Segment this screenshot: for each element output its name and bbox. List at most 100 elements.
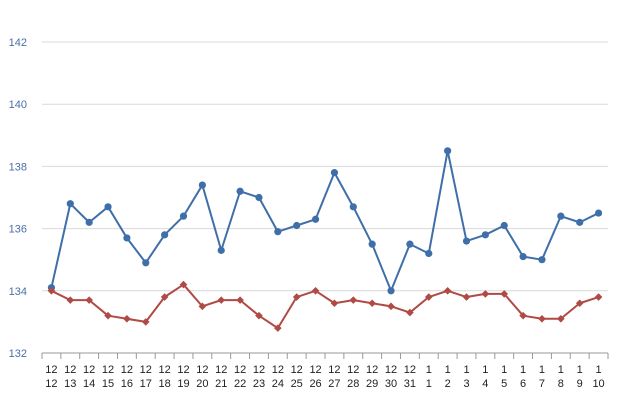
data-point — [538, 256, 546, 264]
data-point — [236, 187, 244, 195]
data-point — [198, 181, 206, 189]
x-tick-label-month: 12 — [366, 364, 378, 376]
data-point — [557, 314, 565, 323]
x-tick-label-day: 8 — [558, 378, 564, 390]
x-tick-label-day: 6 — [520, 378, 526, 390]
data-point — [123, 314, 131, 323]
x-tick-label-month: 12 — [45, 364, 57, 376]
x-tick-label-day: 27 — [328, 378, 340, 390]
data-point — [160, 293, 169, 301]
x-tick-label-month: 12 — [83, 364, 95, 376]
data-point — [217, 246, 225, 254]
data-point — [349, 203, 357, 211]
x-tick-label-month: 1 — [596, 364, 602, 376]
data-point — [576, 218, 584, 226]
series-2 — [47, 280, 603, 332]
data-point — [575, 299, 584, 308]
x-tick-label-month: 12 — [404, 364, 416, 376]
data-point — [66, 200, 74, 208]
x-tick-label-month: 12 — [347, 364, 359, 376]
x-tick-label-month: 12 — [272, 364, 284, 376]
data-point — [387, 287, 395, 295]
data-point — [368, 240, 376, 248]
x-tick-label-month: 12 — [234, 364, 246, 376]
data-point — [142, 259, 150, 267]
data-point — [443, 287, 452, 295]
series-1-line — [50, 149, 600, 292]
data-point — [594, 209, 603, 217]
data-point — [387, 302, 395, 311]
x-tick-label-month: 1 — [539, 364, 545, 376]
x-tick-label-month: 12 — [177, 364, 189, 376]
x-tick-label-day: 15 — [102, 378, 114, 390]
data-point — [85, 296, 93, 304]
data-point — [481, 231, 489, 239]
x-tick-label-month: 12 — [309, 364, 321, 376]
data-point — [444, 147, 452, 155]
data-point — [311, 215, 320, 223]
x-tick-label-month: 12 — [253, 364, 265, 376]
y-tick-label: 142 — [9, 37, 27, 49]
data-point — [217, 296, 226, 304]
data-point — [274, 324, 282, 332]
data-point — [500, 290, 509, 298]
data-point — [330, 169, 339, 177]
data-point — [141, 318, 150, 326]
x-axis: 1212121312141215121612171218121912201221… — [41, 352, 609, 390]
x-tick-label-day: 19 — [177, 378, 189, 390]
x-tick-label-day: 4 — [482, 378, 488, 390]
x-tick-label-day: 2 — [445, 378, 451, 390]
data-point — [424, 293, 433, 301]
data-point — [292, 293, 301, 301]
x-tick-label-month: 12 — [215, 364, 227, 376]
data-point — [179, 212, 188, 220]
data-point — [274, 228, 282, 236]
data-point — [538, 314, 546, 323]
data-point — [462, 293, 471, 301]
data-point — [557, 212, 565, 220]
x-tick-label-day: 21 — [215, 378, 227, 390]
x-tick-label-month: 1 — [558, 364, 564, 376]
data-point — [179, 280, 188, 289]
data-point — [66, 296, 75, 304]
y-tick-label: 132 — [9, 348, 27, 360]
x-tick-label-month: 1 — [445, 364, 451, 376]
x-tick-label-day: 3 — [463, 378, 469, 390]
x-tick-label-month: 1 — [501, 364, 507, 376]
y-tick-label: 138 — [9, 161, 27, 173]
data-point — [123, 234, 131, 242]
x-tick-label-day: 29 — [366, 378, 378, 390]
x-tick-label-day: 14 — [83, 378, 95, 390]
x-tick-label-day: 20 — [196, 378, 208, 390]
data-point — [311, 287, 320, 295]
x-tick-label-day: 9 — [577, 378, 583, 390]
x-tick-label-month: 1 — [426, 364, 432, 376]
data-point — [161, 231, 169, 239]
x-tick-label-day: 24 — [272, 378, 284, 390]
data-point — [255, 311, 263, 320]
x-tick-label-day: 13 — [64, 378, 76, 390]
data-point — [85, 218, 93, 226]
x-tick-label-day: 25 — [291, 378, 303, 390]
x-tick-label-day: 10 — [592, 378, 604, 390]
x-tick-label-month: 1 — [482, 364, 488, 376]
x-tick-label-day: 17 — [140, 378, 152, 390]
x-tick-label-day: 1 — [426, 378, 432, 390]
x-tick-label-month: 1 — [520, 364, 526, 376]
data-point — [462, 237, 471, 245]
series-1 — [47, 147, 603, 295]
data-point — [500, 221, 508, 230]
data-point — [519, 311, 527, 320]
x-tick-label-month: 12 — [102, 364, 114, 376]
x-tick-label-month: 12 — [140, 364, 152, 376]
x-tick-label-month: 12 — [159, 364, 171, 376]
x-tick-label-day: 30 — [385, 378, 397, 390]
data-point — [255, 193, 263, 202]
data-point — [293, 221, 301, 230]
y-tick-label: 140 — [9, 99, 27, 111]
x-tick-label-month: 12 — [64, 364, 76, 376]
x-tick-label-month: 12 — [196, 364, 208, 376]
x-tick-label-day: 12 — [45, 378, 57, 390]
x-tick-label-day: 22 — [234, 378, 246, 390]
